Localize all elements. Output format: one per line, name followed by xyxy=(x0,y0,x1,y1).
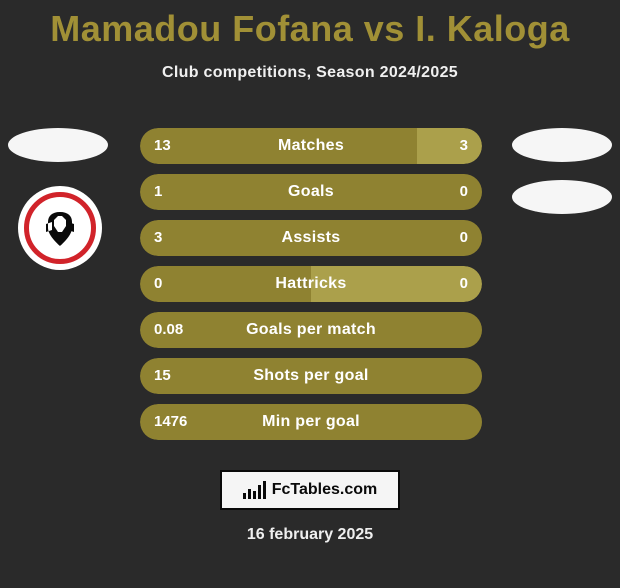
page-title: Mamadou Fofana vs I. Kaloga xyxy=(0,8,620,50)
player-right-placeholder-2 xyxy=(512,180,612,214)
stats-container: Matches133Goals10Assists30Hattricks00Goa… xyxy=(140,128,482,450)
stat-label: Goals xyxy=(140,174,482,210)
player-left-placeholder xyxy=(8,128,108,162)
stat-label: Assists xyxy=(140,220,482,256)
stat-row: Assists3 0 xyxy=(140,220,482,256)
eagle-icon xyxy=(38,206,82,250)
stat-label: Hattricks xyxy=(140,266,482,302)
stat-value-left: 13 xyxy=(154,128,171,164)
stat-value-left: 15 xyxy=(154,358,171,394)
footer-brand-text: FcTables.com xyxy=(272,481,378,499)
stat-row: Goals per match0.08 xyxy=(140,312,482,348)
stat-label: Shots per goal xyxy=(140,358,482,394)
stat-label: Matches xyxy=(140,128,482,164)
stat-value-left: 0 xyxy=(154,266,162,302)
footer-brand-badge: FcTables.com xyxy=(220,470,400,510)
stat-label: Goals per match xyxy=(140,312,482,348)
stat-row: Min per goal1476 xyxy=(140,404,482,440)
bar-chart-icon xyxy=(243,481,266,499)
player-right-placeholder-1 xyxy=(512,128,612,162)
stat-value-left: 1476 xyxy=(154,404,187,440)
footer-date: 16 february 2025 xyxy=(0,526,620,544)
stat-label: Min per goal xyxy=(140,404,482,440)
stat-value-right: 0 xyxy=(460,266,468,302)
stat-row: Goals1 0 xyxy=(140,174,482,210)
stat-value-left: 0.08 xyxy=(154,312,183,348)
stat-value-left: 1 xyxy=(154,174,162,210)
stat-value-right: 0 xyxy=(460,174,468,210)
club-badge xyxy=(18,186,102,270)
page-subtitle: Club competitions, Season 2024/2025 xyxy=(0,64,620,82)
stat-value-right: 0 xyxy=(460,220,468,256)
stat-row: Shots per goal15 xyxy=(140,358,482,394)
stat-row: Hattricks0 0 xyxy=(140,266,482,302)
stat-value-right: 3 xyxy=(460,128,468,164)
stat-row: Matches13 3 xyxy=(140,128,482,164)
stat-value-left: 3 xyxy=(154,220,162,256)
